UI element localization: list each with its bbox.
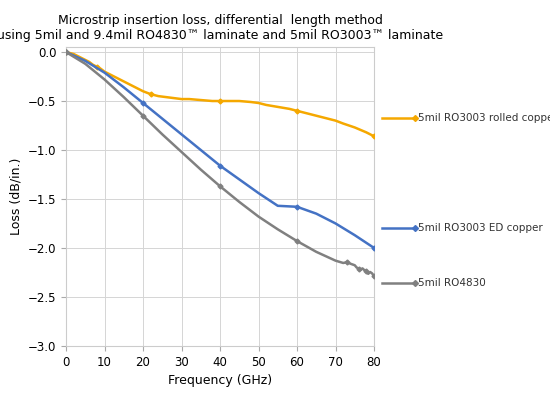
- 5mil RO4830: [363, 268, 370, 273]
- 5mil RO4830: [353, 265, 360, 270]
- 5mil RO4830: [217, 184, 223, 189]
- Line: 5mil RO4830: 5mil RO4830: [64, 50, 376, 278]
- 5mil RO4830: [178, 150, 185, 154]
- 5mil RO3003 ED copper: [197, 148, 204, 152]
- 5mil RO3003 rolled copper: [209, 99, 216, 103]
- 5mil RO3003 ED copper: [332, 221, 339, 226]
- Text: 5mil RO3003 ED copper: 5mil RO3003 ED copper: [418, 223, 543, 233]
- 5mil RO3003 ED copper: [140, 101, 146, 105]
- 5mil RO3003 rolled copper: [224, 99, 231, 103]
- 5mil RO3003 rolled copper: [197, 98, 204, 103]
- 5mil RO3003 ED copper: [63, 50, 69, 54]
- 5mil RO3003 rolled copper: [132, 85, 139, 90]
- 5mil RO4830: [159, 132, 166, 137]
- 5mil RO3003 ED copper: [159, 116, 166, 121]
- 5mil RO3003 rolled copper: [294, 108, 300, 113]
- 5mil RO4830: [197, 167, 204, 172]
- 5mil RO3003 rolled copper: [97, 66, 104, 71]
- 5mil RO3003 rolled copper: [70, 51, 77, 56]
- Text: 5mil RO4830: 5mil RO4830: [418, 278, 486, 288]
- 5mil RO3003 rolled copper: [363, 130, 370, 135]
- 5mil RO3003 rolled copper: [163, 95, 169, 99]
- 5mil RO3003 ED copper: [294, 204, 300, 209]
- 5mil RO4830: [371, 274, 377, 279]
- 5mil RO3003 ED copper: [371, 246, 377, 250]
- 5mil RO3003 rolled copper: [340, 121, 346, 126]
- 5mil RO3003 rolled copper: [255, 101, 262, 105]
- Line: 5mil RO3003 ED copper: 5mil RO3003 ED copper: [64, 50, 376, 250]
- 5mil RO3003 ED copper: [255, 191, 262, 195]
- 5mil RO3003 rolled copper: [301, 110, 308, 115]
- 5mil RO4830: [294, 239, 300, 243]
- 5mil RO3003 ED copper: [101, 70, 108, 75]
- 5mil RO4830: [332, 258, 339, 263]
- 5mil RO3003 rolled copper: [155, 94, 162, 99]
- 5mil RO4830: [351, 263, 358, 268]
- 5mil RO4830: [255, 214, 262, 219]
- 5mil RO4830: [361, 268, 367, 272]
- X-axis label: Frequency (GHz): Frequency (GHz): [168, 374, 272, 387]
- 5mil RO4830: [367, 270, 373, 274]
- Title: Microstrip insertion loss, differential  length method
using 5mil and 9.4mil RO4: Microstrip insertion loss, differential …: [0, 14, 443, 42]
- 5mil RO3003 rolled copper: [117, 77, 123, 82]
- 5mil RO4830: [355, 266, 362, 271]
- 5mil RO3003 rolled copper: [86, 59, 92, 64]
- 5mil RO4830: [236, 200, 243, 204]
- 5mil RO3003 rolled copper: [274, 105, 281, 109]
- 5mil RO3003 rolled copper: [178, 97, 185, 101]
- 5mil RO3003 ED copper: [351, 233, 358, 237]
- 5mil RO3003 ED copper: [236, 177, 243, 182]
- 5mil RO3003 rolled copper: [63, 50, 69, 54]
- 5mil RO3003 rolled copper: [324, 116, 331, 121]
- 5mil RO4830: [63, 50, 69, 54]
- 5mil RO3003 rolled copper: [286, 107, 293, 111]
- 5mil RO3003 rolled copper: [74, 53, 81, 58]
- Y-axis label: Loss (dB/in.): Loss (dB/in.): [9, 158, 22, 235]
- 5mil RO4830: [358, 267, 364, 272]
- 5mil RO3003 rolled copper: [236, 99, 243, 103]
- 5mil RO3003 rolled copper: [371, 134, 377, 139]
- 5mil RO3003 ED copper: [178, 132, 185, 137]
- 5mil RO3003 rolled copper: [82, 57, 89, 62]
- Line: 5mil RO3003 rolled copper: 5mil RO3003 rolled copper: [64, 50, 376, 138]
- 5mil RO3003 ED copper: [120, 85, 127, 90]
- 5mil RO4830: [344, 260, 350, 264]
- 5mil RO3003 rolled copper: [248, 100, 254, 105]
- 5mil RO3003 ED copper: [313, 211, 320, 216]
- 5mil RO3003 rolled copper: [109, 73, 116, 78]
- 5mil RO3003 rolled copper: [140, 89, 146, 94]
- 5mil RO3003 rolled copper: [78, 55, 85, 60]
- 5mil RO3003 rolled copper: [90, 62, 96, 67]
- 5mil RO4830: [101, 77, 108, 82]
- 5mil RO4830: [359, 266, 366, 271]
- 5mil RO3003 rolled copper: [101, 69, 108, 74]
- 5mil RO3003 rolled copper: [332, 118, 339, 123]
- 5mil RO3003 rolled copper: [263, 103, 270, 107]
- 5mil RO3003 rolled copper: [94, 64, 100, 69]
- 5mil RO4830: [313, 250, 320, 254]
- 5mil RO4830: [348, 261, 354, 266]
- 5mil RO3003 rolled copper: [147, 92, 154, 97]
- 5mil RO4830: [82, 61, 89, 66]
- 5mil RO4830: [365, 272, 372, 276]
- 5mil RO4830: [340, 261, 346, 265]
- 5mil RO4830: [274, 227, 281, 231]
- 5mil RO4830: [120, 95, 127, 99]
- 5mil RO3003 rolled copper: [170, 96, 177, 101]
- 5mil RO3003 rolled copper: [351, 125, 358, 130]
- 5mil RO3003 rolled copper: [217, 99, 223, 103]
- Text: 5mil RO3003 rolled copper: 5mil RO3003 rolled copper: [418, 113, 550, 123]
- 5mil RO4830: [140, 113, 146, 118]
- 5mil RO3003 rolled copper: [313, 113, 320, 118]
- 5mil RO3003 rolled copper: [67, 51, 73, 55]
- 5mil RO3003 ED copper: [217, 163, 223, 168]
- 5mil RO3003 rolled copper: [186, 97, 192, 101]
- 5mil RO4830: [368, 271, 375, 276]
- 5mil RO3003 ED copper: [274, 204, 281, 208]
- 5mil RO3003 rolled copper: [124, 81, 131, 86]
- 5mil RO3003 ED copper: [82, 59, 89, 63]
